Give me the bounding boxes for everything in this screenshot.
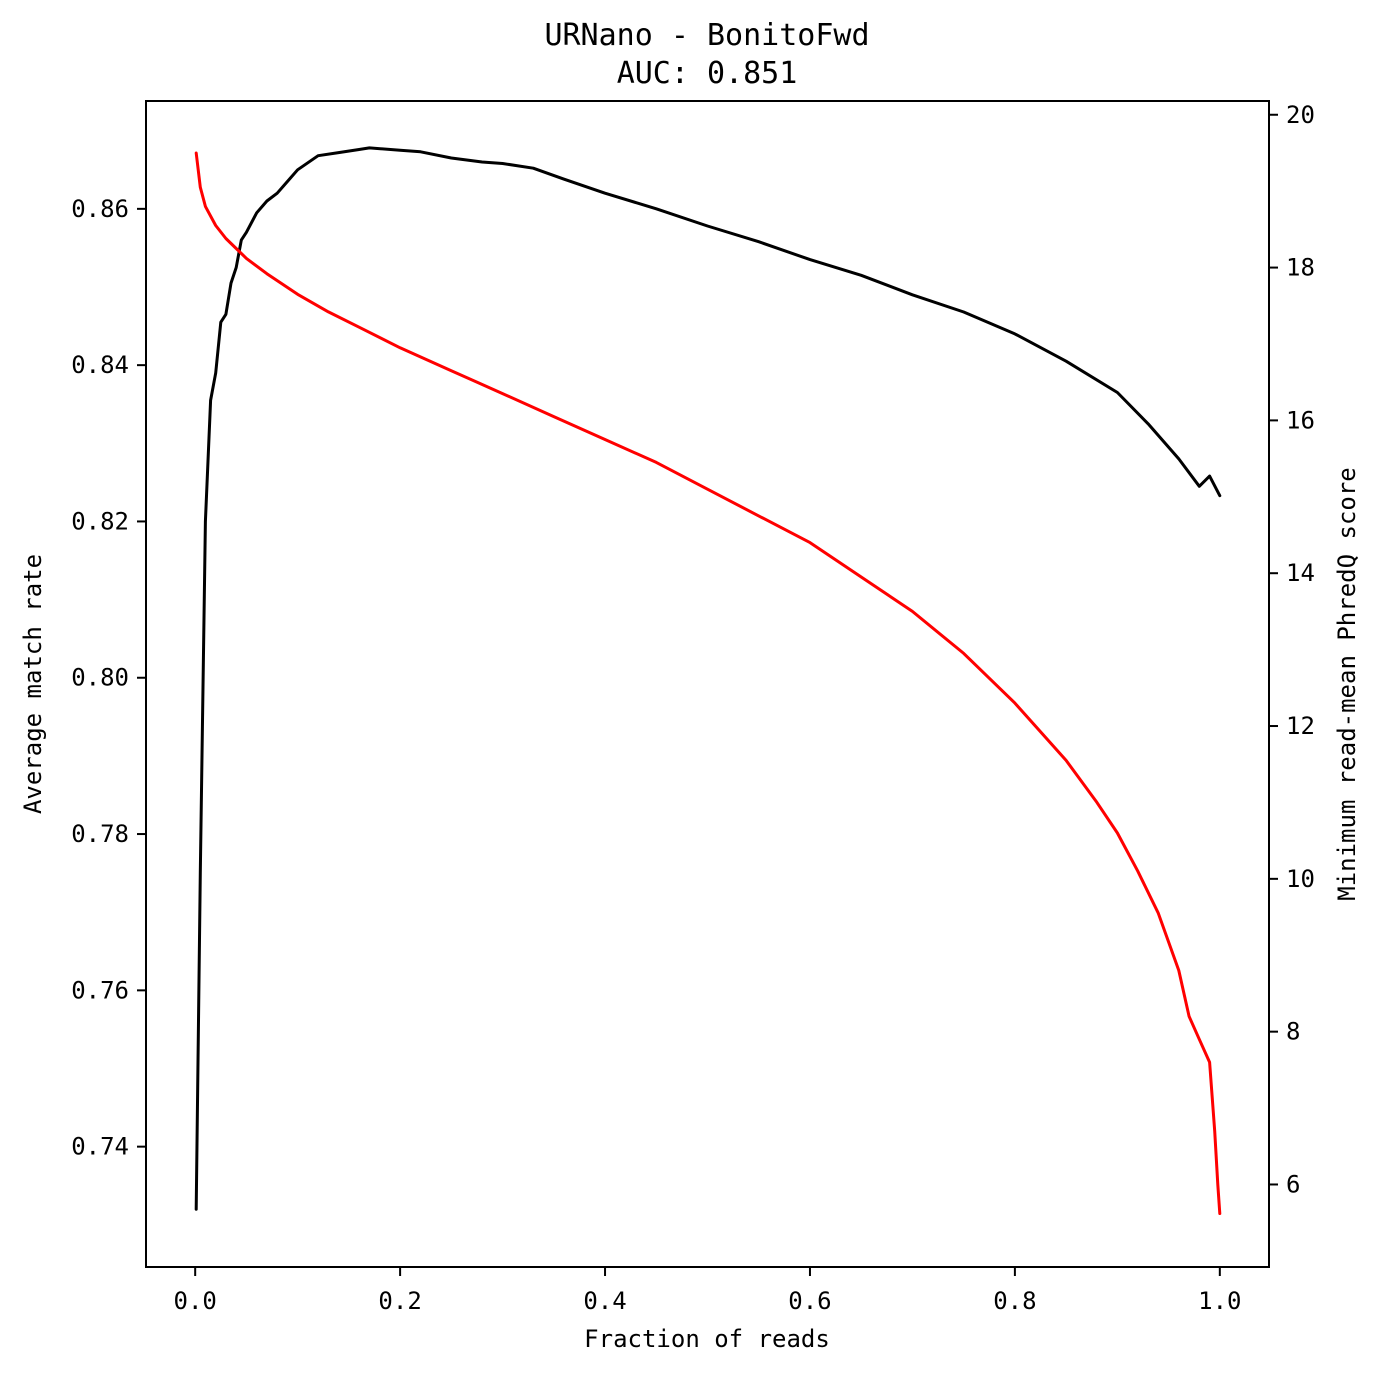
y2-tick-label: 8 — [1286, 1018, 1300, 1046]
y2-tick-label: 12 — [1286, 712, 1315, 740]
chart-subtitle: AUC: 0.851 — [617, 56, 798, 91]
y-tick-label: 0.84 — [71, 351, 129, 379]
x-tick-label: 0.6 — [788, 1287, 831, 1315]
y2-tick-label: 6 — [1286, 1170, 1300, 1198]
y2-tick-label: 10 — [1286, 865, 1315, 893]
phredq-series-line — [194, 151, 1222, 1215]
y2-axis-label: Minimum read-mean PhredQ score — [1333, 467, 1361, 900]
y-axis-label: Average match rate — [19, 554, 47, 814]
x-tick-label: 1.0 — [1198, 1287, 1241, 1315]
x-tick-label: 0.0 — [174, 1287, 217, 1315]
y2-tick-label: 14 — [1286, 559, 1315, 587]
x-tick-label: 0.8 — [993, 1287, 1036, 1315]
y-tick-label: 0.86 — [71, 195, 129, 223]
y-tick-label: 0.78 — [71, 820, 129, 848]
x-tick-label: 0.2 — [378, 1287, 421, 1315]
y2-tick-label: 20 — [1286, 101, 1315, 129]
x-axis: 0.0 0.2 0.4 0.6 0.8 1.0 — [174, 1267, 1241, 1315]
match-rate-series-line — [194, 146, 1222, 1211]
chart-title: URNano - BonitoFwd — [544, 18, 869, 53]
plot-frame — [145, 100, 1270, 1268]
x-axis-label: Fraction of reads — [584, 1325, 830, 1353]
y-tick-label: 0.74 — [71, 1133, 129, 1161]
y2-tick-label: 16 — [1286, 406, 1315, 434]
y-axis-left: 0.74 0.76 0.78 0.80 0.82 0.84 0.86 — [71, 195, 146, 1161]
y-tick-label: 0.76 — [71, 976, 129, 1004]
x-tick-label: 0.4 — [583, 1287, 626, 1315]
y-tick-label: 0.80 — [71, 664, 129, 692]
y-tick-label: 0.82 — [71, 507, 129, 535]
y2-tick-label: 18 — [1286, 254, 1315, 282]
plot-area — [194, 146, 1222, 1215]
y-axis-right: 6 8 10 12 14 16 18 20 — [1269, 101, 1315, 1198]
